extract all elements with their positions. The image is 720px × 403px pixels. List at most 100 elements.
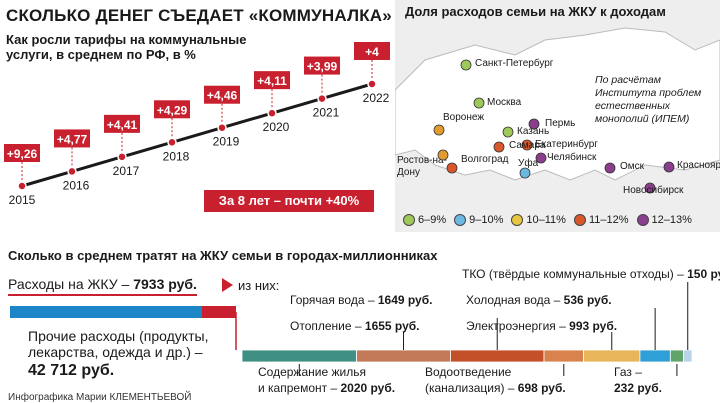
city-label: Казань (517, 126, 549, 137)
breakdown-label: Электроэнергия – 993 руб. (466, 319, 617, 333)
legend-swatch (454, 214, 467, 226)
housing-expenses-bar (202, 306, 236, 318)
breakdown-segment (639, 349, 671, 363)
data-point (267, 108, 277, 118)
city-dot (528, 118, 540, 130)
russia-map: Санкт-Петербург Москва Пермь Воронеж КазаньЕ… (395, 27, 720, 196)
value-label: +9,26 (7, 147, 38, 161)
city-label: Красноярск (677, 160, 720, 171)
legend-swatch (636, 214, 649, 226)
legend-label: 11–12% (588, 214, 629, 226)
city-label: Волгоград (461, 154, 509, 165)
legend-item: 9–10% (454, 214, 503, 226)
breakdown-label: 232 руб. (614, 381, 662, 395)
legend-swatch (573, 214, 586, 226)
total-suffix: из них: (238, 278, 280, 293)
data-point (217, 122, 227, 133)
data-point (17, 181, 27, 191)
legend-label: 12–13% (651, 214, 692, 226)
page-title: СКОЛЬКО ДЕНЕГ СЪЕДАЕТ «КОММУНАЛКА» (6, 6, 392, 25)
city-dot (437, 149, 449, 161)
value-label: +4,11 (257, 74, 287, 88)
total-value: 7933 руб. (133, 276, 197, 292)
legend-label: 10–11% (526, 214, 566, 226)
year-label: 2020 (263, 120, 290, 134)
city-dot (446, 162, 458, 174)
breakdown-label: Газ – (614, 365, 642, 379)
city-dot (663, 161, 675, 173)
value-label-box (254, 71, 290, 90)
total-label-row: Расходы на ЖКУ – 7933 руб. (8, 276, 197, 296)
city-dot (535, 152, 547, 164)
map-note: По расчётам Института проблем естественн… (595, 74, 702, 125)
breakdown-label: (канализация) – 698 руб. (425, 381, 566, 395)
data-point (167, 137, 177, 148)
value-label-box (104, 114, 140, 133)
city-label: Екатеринбург (535, 138, 598, 150)
tariff-chart-title: Как росли тарифы на коммунальные услуги,… (6, 32, 247, 62)
value-label-box (4, 144, 40, 162)
value-label-box (304, 56, 340, 75)
city-dot (644, 182, 656, 194)
value-label: +4 (365, 45, 379, 59)
legend-label: 6–9% (418, 214, 447, 226)
total-label: Расходы на ЖКУ – (8, 276, 134, 292)
city-label: Самара (509, 140, 546, 151)
legend-swatch (403, 214, 415, 226)
value-label: +3,99 (307, 60, 338, 74)
other-expenses-bar (10, 306, 202, 318)
value-label: +4,46 (207, 89, 238, 103)
other-expenses-value: 42 712 руб. (28, 362, 115, 379)
city-dot (502, 126, 514, 138)
legend-item: 12–13% (636, 214, 692, 226)
spending-breakdown: Содержание жилья и капремонт – 2020 руб. Г… (235, 267, 720, 395)
tariff-annotation-badge: За 8 лет – почти +40% (204, 190, 374, 212)
city-label: Москва (487, 97, 522, 108)
breakdown-segment (543, 349, 584, 363)
city-label: Санкт-Петербург (475, 57, 554, 69)
year-label: 2019 (213, 135, 240, 149)
value-label: +4,29 (157, 103, 188, 117)
value-label-box (154, 100, 190, 119)
data-point (367, 79, 377, 89)
map-legend: 6–9% 9–10% 10–11% 11–12% 12–13% (403, 214, 692, 226)
year-label: 2016 (63, 178, 90, 192)
value-label-box (54, 129, 90, 148)
city-dot (473, 97, 485, 109)
credit: Инфографика Марии КЛЕМЕНТЬЕВОЙ (8, 392, 192, 403)
city-label: Омск (620, 161, 645, 172)
legend-item: 11–12% (573, 214, 629, 226)
city-dot (460, 59, 472, 71)
city-dot (604, 162, 616, 174)
breakdown-label: Горячая вода – 1649 руб. (290, 293, 432, 307)
breakdown-segment (669, 349, 684, 363)
breakdown-label: ТКО (твёрдые коммунальные отходы) – 150 … (462, 267, 720, 281)
spending-title: Сколько в среднем тратят на ЖКУ семьи в … (8, 248, 438, 263)
breakdown-segment (450, 349, 545, 363)
year-label: 2015 (9, 193, 36, 207)
city-label: Воронеж (443, 112, 484, 123)
year-label: 2021 (313, 106, 340, 120)
city-label: Пермь (545, 118, 575, 129)
value-label: +4,77 (57, 132, 88, 146)
tariff-panel: СКОЛЬКО ДЕНЕГ СЪЕДАЕТ «КОММУНАЛКА» Как р… (0, 0, 395, 232)
city-dot (521, 139, 533, 151)
data-point (317, 93, 327, 104)
value-label-box (204, 85, 240, 104)
city-label: Челябинск (547, 151, 597, 163)
city-label: Новосибирск (623, 184, 684, 196)
breakdown-segment (583, 349, 641, 363)
legend-item: 6–9% (403, 214, 446, 226)
city-dot (493, 141, 505, 153)
value-label: +4,41 (107, 118, 138, 132)
city-label: Дону (397, 167, 420, 178)
legend-label: 9–10% (469, 214, 504, 226)
breakdown-label: и капремонт – 2020 руб. (258, 381, 395, 395)
city-label: Ростов-на- (397, 155, 447, 166)
arrow-icon (222, 278, 233, 292)
data-point (117, 152, 127, 162)
breakdown-segment (356, 349, 451, 363)
trend-line (21, 82, 373, 188)
year-label: 2018 (163, 149, 190, 163)
value-label-box (354, 42, 390, 60)
